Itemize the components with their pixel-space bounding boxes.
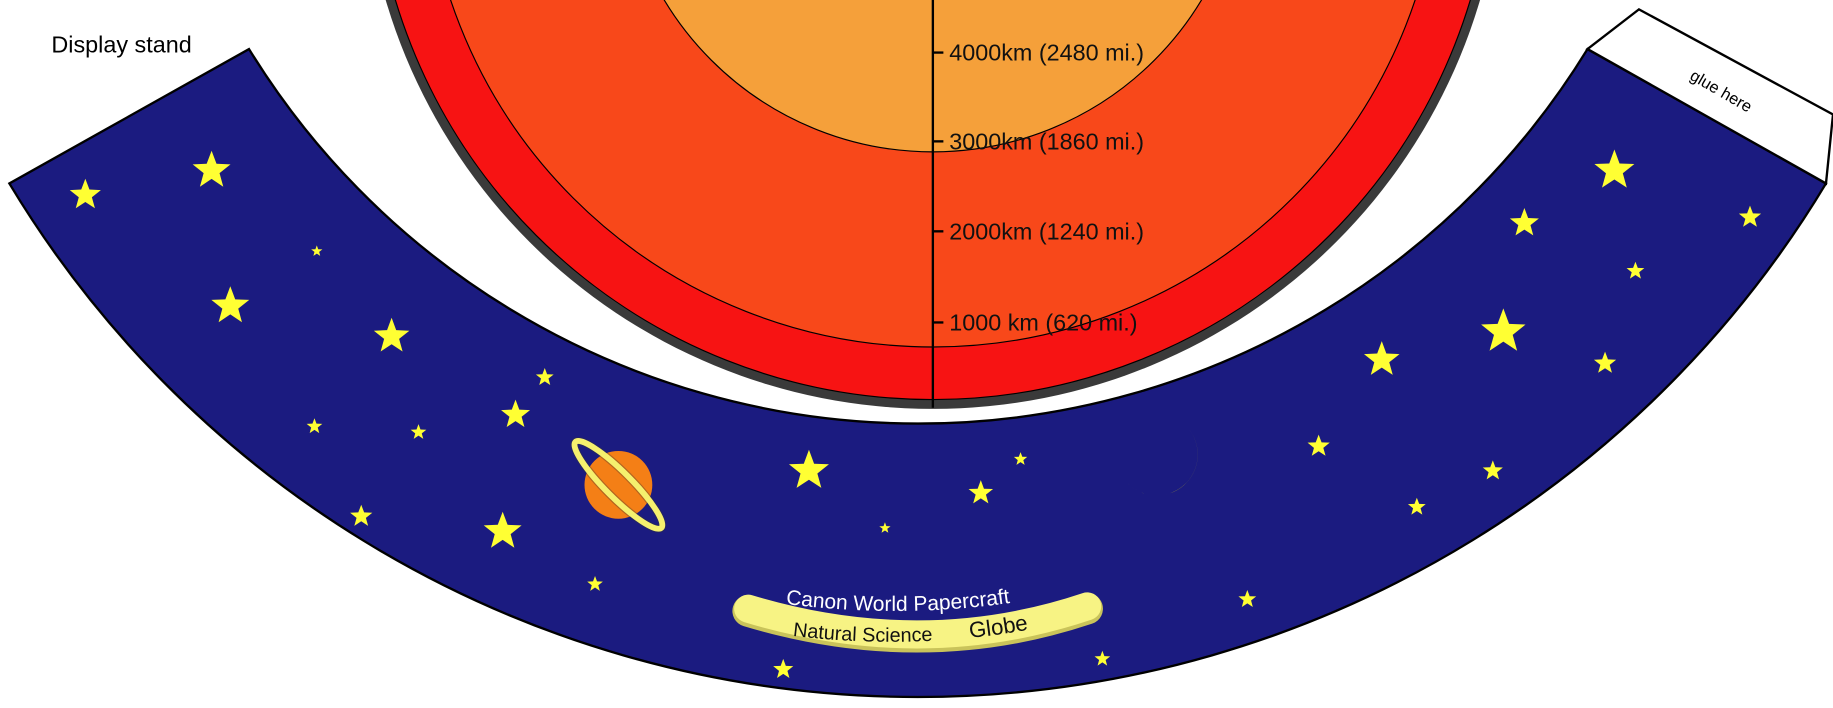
star	[311, 245, 323, 256]
star	[968, 480, 994, 504]
saturn	[584, 450, 653, 519]
scale: 4000km (2480 mi.) 3000km (1860 mi.) 2000km…	[932, 40, 1144, 336]
star	[1481, 308, 1526, 351]
star	[501, 399, 531, 428]
star	[1509, 207, 1539, 236]
star	[788, 449, 829, 488]
star	[410, 424, 427, 439]
star	[1407, 497, 1426, 515]
scale-label: 2000km (1240 mi.)	[949, 219, 1144, 245]
stars	[69, 149, 1762, 678]
stand-title: Display stand	[51, 32, 191, 58]
scale-label: 4000km (2480 mi.)	[949, 40, 1144, 66]
star	[879, 522, 891, 533]
star	[773, 658, 794, 678]
scale-label: 3000km (1860 mi.)	[949, 129, 1144, 155]
star	[1094, 650, 1111, 666]
star	[587, 575, 603, 591]
star	[350, 504, 373, 526]
star	[1594, 149, 1635, 188]
star	[1238, 590, 1257, 607]
star	[69, 178, 101, 209]
star	[1013, 452, 1028, 465]
star	[535, 368, 554, 385]
stand-band	[7, 47, 1828, 699]
glue-tab	[1585, 7, 1833, 186]
star	[1482, 460, 1503, 480]
star	[1363, 341, 1400, 375]
star	[483, 511, 522, 548]
saturn-ring	[571, 438, 666, 532]
star	[1626, 261, 1645, 279]
star	[211, 286, 250, 323]
star	[1307, 434, 1330, 456]
star	[192, 150, 231, 187]
banner	[734, 592, 1102, 649]
star	[306, 418, 323, 434]
star	[373, 317, 410, 352]
star	[1738, 205, 1762, 227]
scale-label: 1000 km (620 mi.)	[949, 310, 1137, 336]
star	[1593, 351, 1617, 373]
